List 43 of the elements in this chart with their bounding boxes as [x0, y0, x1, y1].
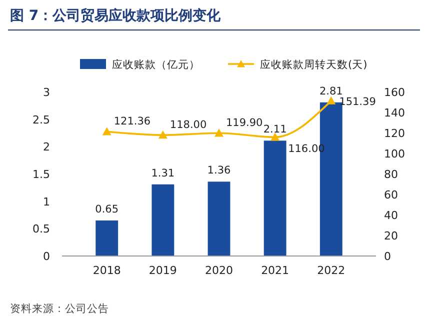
- y2-tick-label: 140: [384, 106, 405, 120]
- data-label: 118.00: [170, 119, 207, 132]
- point: [326, 96, 336, 104]
- legend-label: 应收账款（亿元）: [112, 58, 200, 71]
- bar: [152, 184, 174, 256]
- y-tick-label: 2.5: [32, 113, 50, 126]
- bar: [264, 140, 286, 256]
- y-tick-label: 2: [43, 140, 50, 154]
- data-label: 2.11: [263, 124, 287, 136]
- x-tick-label: 2022: [317, 264, 346, 277]
- y2-tick-label: 40: [384, 209, 398, 222]
- x-tick-label: 2021: [261, 264, 290, 277]
- y2-tick-label: 100: [384, 148, 405, 160]
- legend-label: 应收账款周转天数(天): [260, 58, 368, 71]
- y2-tick-label: 60: [384, 188, 398, 202]
- point: [158, 130, 168, 139]
- point: [102, 127, 112, 136]
- y-tick-label: 0.5: [32, 222, 50, 236]
- y2-tick-label: 0: [384, 250, 391, 263]
- y2-tick-label: 80: [384, 168, 398, 181]
- bar: [96, 220, 118, 256]
- chart-title: 图 7：公司贸易应收款项比例变化: [10, 7, 222, 24]
- bar: [208, 182, 230, 256]
- x-tick-label: 2020: [205, 264, 233, 277]
- data-label: 119.90: [226, 117, 263, 130]
- data-label: 151.39: [339, 96, 376, 108]
- y-tick-label: 1.5: [32, 168, 50, 181]
- data-label: 2.81: [319, 85, 343, 98]
- x-tick-label: 2019: [148, 264, 177, 277]
- y2-tick-label: 160: [384, 86, 405, 99]
- data-label: 1.31: [151, 167, 175, 180]
- y-tick-label: 1: [43, 195, 50, 208]
- x-tick-label: 2018: [92, 264, 121, 277]
- y-tick-label: 0: [43, 250, 50, 263]
- y2-tick-label: 20: [384, 230, 398, 242]
- data-label: 0.65: [95, 203, 119, 216]
- y2-tick-label: 120: [384, 127, 405, 140]
- y-tick-label: 3: [43, 86, 50, 99]
- point: [270, 132, 280, 141]
- data-label: 121.36: [114, 116, 151, 128]
- point: [214, 128, 224, 137]
- data-label: 1.36: [207, 164, 232, 177]
- text: 资料来源：公司公告: [10, 302, 109, 315]
